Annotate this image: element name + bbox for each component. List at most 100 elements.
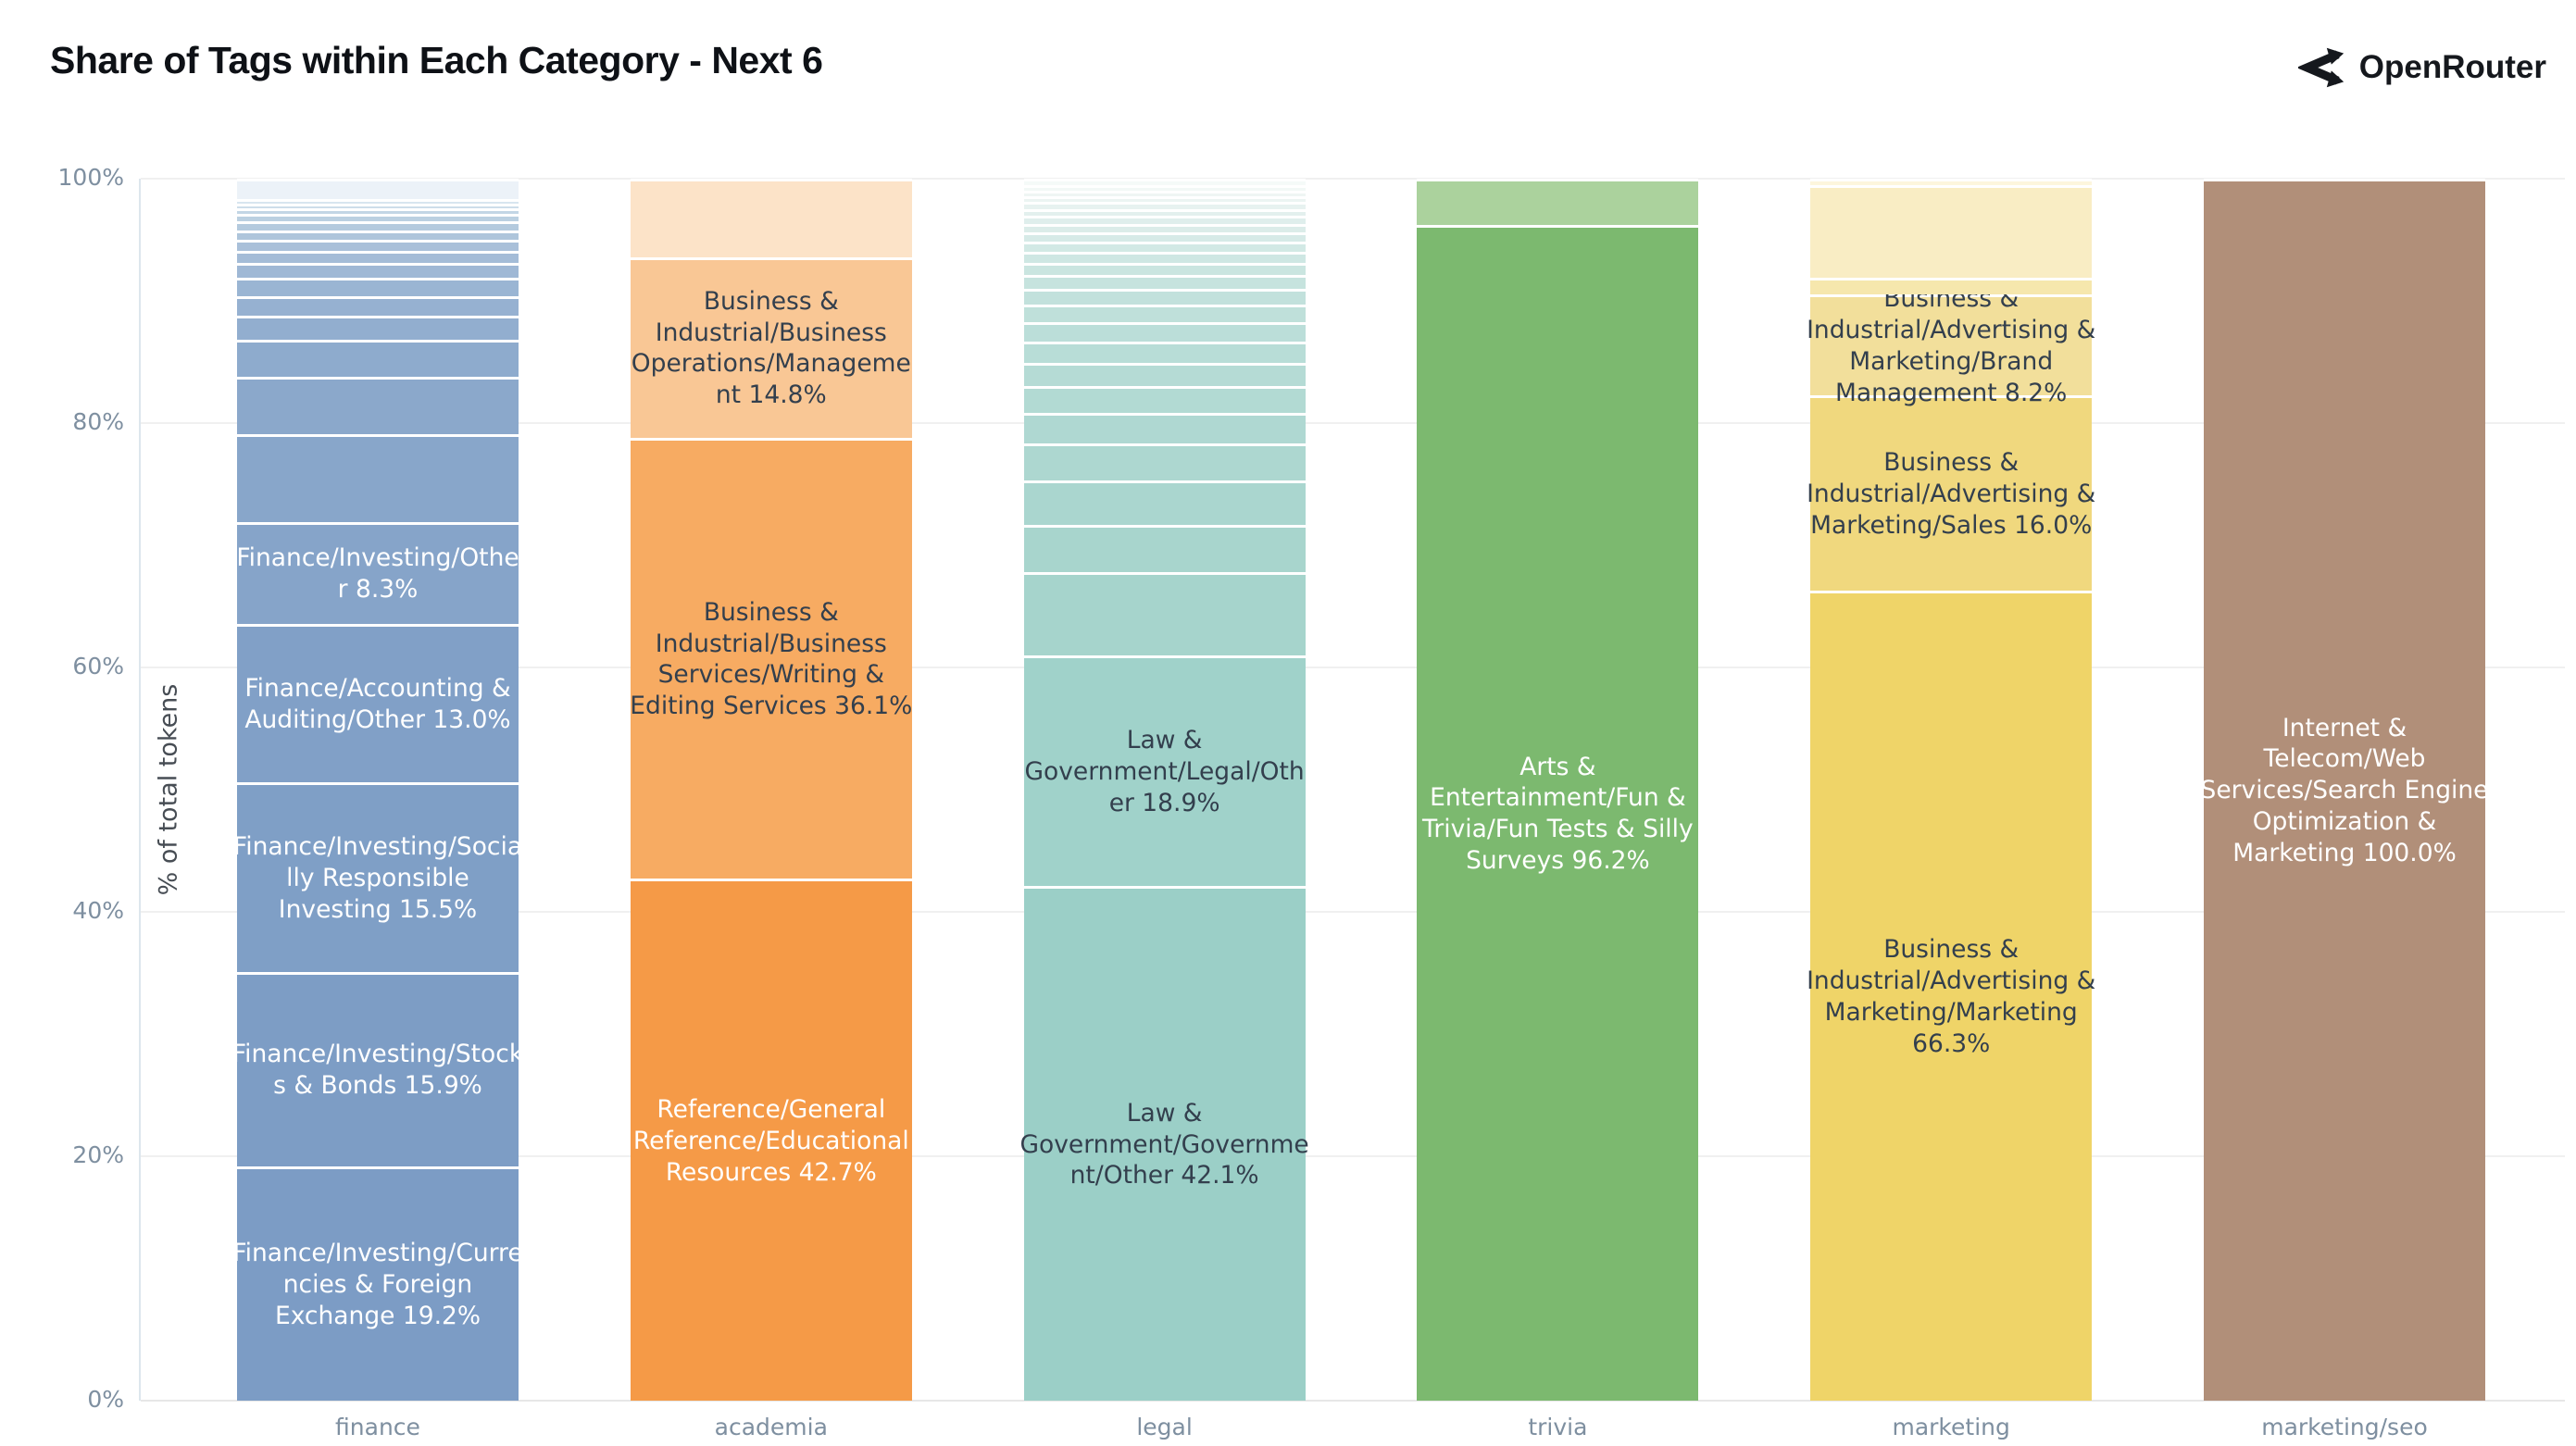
bar-segment[interactable]: Business & Industrial/Advertising & Mark… <box>1807 394 2095 591</box>
bar-segment[interactable] <box>237 179 519 199</box>
bar-segment[interactable]: Finance/Accounting & Auditing/Other 13.0… <box>237 623 519 783</box>
bar-segment[interactable]: Finance/Investing/Currencies & Foreign E… <box>232 1166 523 1401</box>
bar-segment[interactable] <box>1023 342 1306 364</box>
bar-segment[interactable] <box>237 433 519 522</box>
bar-segment[interactable]: Finance/Investing/Other 8.3% <box>236 521 519 624</box>
bar-segment[interactable] <box>1023 274 1306 289</box>
gridline <box>141 911 2565 913</box>
bar-segment[interactable] <box>1810 179 2093 185</box>
y-tick-label: 20% <box>72 1141 124 1168</box>
bar-segment[interactable] <box>1023 572 1306 655</box>
bar-segment[interactable] <box>1023 232 1306 243</box>
bar-segment[interactable] <box>1023 242 1306 252</box>
y-tick-label: 0% <box>87 1386 124 1413</box>
y-tick-label: 80% <box>72 408 124 435</box>
bar-segment[interactable]: Reference/General Reference/Educational … <box>630 879 912 1401</box>
gridline <box>141 1400 2565 1402</box>
bar-segment[interactable] <box>1810 184 2093 278</box>
bar-segment[interactable] <box>1417 179 1699 226</box>
bar-trivia: Arts & Entertainment/Fun & Trivia/Fun Te… <box>1417 179 1699 1401</box>
bar-segment[interactable]: Law & Government/Government/Other 42.1% <box>1019 886 1309 1401</box>
bar-segment[interactable] <box>1023 288 1306 305</box>
bar-segment[interactable] <box>1023 184 1306 191</box>
bar-segment[interactable] <box>237 315 519 341</box>
bar-segment[interactable] <box>1023 386 1306 414</box>
bar-segment[interactable]: Internet & Telecom/Web Services/Search E… <box>2201 179 2488 1401</box>
bar-segment-label: Business & Industrial/Business Services/… <box>630 597 913 721</box>
bar-segment[interactable] <box>1023 223 1306 233</box>
x-axis-label-marketing-seo: marketing/seo <box>2261 1414 2428 1440</box>
bar-segment[interactable] <box>1023 322 1306 343</box>
bar-segment[interactable] <box>237 203 519 209</box>
bar-segment-label: Finance/Accounting & Auditing/Other 13.0… <box>244 673 511 734</box>
bar-segment-label: Finance/Investing/Socially Responsible I… <box>232 832 523 924</box>
openrouter-brand: OpenRouter <box>2297 44 2546 91</box>
bar-segment[interactable]: Arts & Entertainment/Fun & Trivia/Fun Te… <box>1417 225 1699 1401</box>
bar-segment[interactable] <box>237 278 519 296</box>
bar-segment[interactable] <box>1023 179 1306 185</box>
bar-legal: Law & Government/Government/Other 42.1% L… <box>1019 179 1309 1401</box>
bar-segment[interactable] <box>1023 524 1306 573</box>
bar-segment[interactable]: Business & Industrial/Advertising & Mark… <box>1807 284 2095 407</box>
bar-segment[interactable] <box>630 179 912 257</box>
bar-segment[interactable]: Law & Government/Legal/Other 18.9% <box>1023 654 1306 887</box>
bar-segment[interactable] <box>237 230 519 241</box>
bar-segment-label: Finance/Investing/Currencies & Foreign E… <box>232 1238 523 1330</box>
bar-segment-label: Business & Industrial/Advertising & Mark… <box>1807 284 2096 407</box>
bar-segment[interactable] <box>237 198 519 204</box>
x-axis-label-academia: academia <box>714 1414 828 1440</box>
plot-area: % of total tokens 0% 20% 40% 60% 80% 100% Fina… <box>58 164 2565 1440</box>
y-axis-title: % of total tokens <box>154 683 183 896</box>
bar-segment-label: Finance/Investing/Other 8.3% <box>236 543 519 605</box>
bar-finance: Finance/Investing/Currencies & Foreign E… <box>232 179 523 1401</box>
bar-segment[interactable] <box>1023 443 1306 481</box>
bar-segment[interactable] <box>1810 277 2093 295</box>
bar-segment[interactable]: Finance/Investing/Stocks & Bonds 15.9% <box>232 971 523 1166</box>
y-tick-label: 100% <box>57 164 124 191</box>
bar-segment[interactable] <box>1023 195 1306 203</box>
gridline <box>141 1155 2565 1157</box>
bar-segment[interactable] <box>237 240 519 251</box>
bar-segment[interactable] <box>237 295 519 316</box>
bar-segment[interactable] <box>237 250 519 263</box>
bar-segment[interactable] <box>237 221 519 231</box>
bar-segment-label: Internet & Telecom/Web Services/Search E… <box>2200 713 2489 868</box>
y-axis-line <box>139 179 141 1401</box>
x-axis-label-legal: legal <box>1136 1414 1193 1440</box>
x-axis-label-finance: finance <box>335 1414 420 1440</box>
gridline <box>141 667 2565 668</box>
bar-segment-label: Finance/Investing/Stocks & Bonds 15.9% <box>231 1040 524 1101</box>
bar-marketing: Business & Industrial/Advertising & Mark… <box>1807 179 2095 1401</box>
bar-segment-label: Reference/General Reference/Educational … <box>632 1094 909 1187</box>
bar-segment[interactable] <box>1023 262 1306 275</box>
bar-segment[interactable] <box>1023 480 1306 525</box>
bar-segment[interactable] <box>1023 413 1306 444</box>
bar-segment[interactable] <box>1023 251 1306 263</box>
bar-marketing/seo: Internet & Telecom/Web Services/Search E… <box>2201 179 2488 1401</box>
bar-segment[interactable]: Finance/Investing/Socially Responsible I… <box>233 782 522 972</box>
bar-segment-label: Business & Industrial/Advertising & Mark… <box>1807 935 2096 1058</box>
bar-segment[interactable] <box>1023 202 1306 209</box>
y-tick-label: 40% <box>72 897 124 924</box>
bar-segment[interactable] <box>237 376 519 434</box>
bar-segment[interactable] <box>237 340 519 377</box>
bar-segment[interactable]: Business & Industrial/Advertising & Mark… <box>1807 590 2095 1401</box>
bar-segment-label: Business & Industrial/Business Operation… <box>631 286 911 410</box>
bar-segment[interactable]: Business & Industrial/Business Services/… <box>630 437 912 879</box>
bar-segment[interactable] <box>1023 216 1306 224</box>
bar-segment[interactable] <box>237 208 519 215</box>
bar-segment[interactable]: Business & Industrial/Business Operation… <box>630 256 912 438</box>
bar-segment[interactable] <box>1023 363 1306 387</box>
bar-segment-label: Law & Government/Legal/Other 18.9% <box>1024 726 1305 817</box>
bar-segment-label: Business & Industrial/Advertising & Mark… <box>1807 447 2096 540</box>
bar-academia: Reference/General Reference/Educational … <box>630 179 912 1401</box>
bar-segment[interactable] <box>237 262 519 278</box>
y-tick-label: 60% <box>72 653 124 679</box>
bar-segment[interactable] <box>1023 305 1306 323</box>
brand-name: OpenRouter <box>2358 49 2546 85</box>
bar-segment[interactable] <box>1023 208 1306 217</box>
gridline <box>141 422 2565 424</box>
bar-segment[interactable] <box>1023 190 1306 196</box>
bar-segment[interactable] <box>237 214 519 222</box>
